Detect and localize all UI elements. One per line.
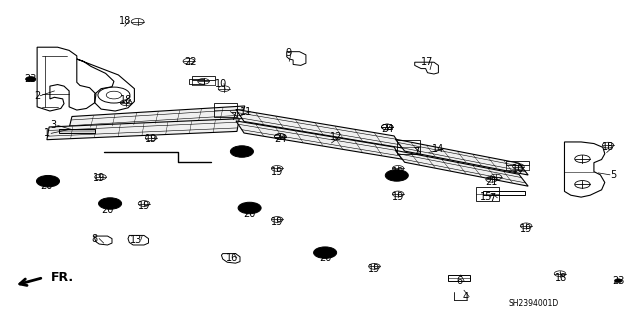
Text: 19: 19: [520, 224, 532, 234]
Text: 24: 24: [274, 134, 287, 144]
Text: SH2394001D: SH2394001D: [509, 299, 559, 308]
Circle shape: [390, 172, 403, 179]
Circle shape: [36, 175, 60, 187]
Text: 20: 20: [40, 181, 53, 191]
Circle shape: [394, 174, 399, 177]
Circle shape: [243, 205, 256, 211]
Text: 18: 18: [555, 272, 568, 283]
Text: 6: 6: [456, 276, 463, 286]
Text: FR.: FR.: [51, 271, 74, 284]
Circle shape: [230, 146, 253, 157]
Text: 7: 7: [490, 193, 496, 203]
Text: 15: 15: [480, 192, 493, 202]
Circle shape: [314, 247, 337, 258]
Polygon shape: [69, 106, 244, 129]
Text: 2: 2: [34, 91, 40, 101]
Circle shape: [42, 178, 54, 184]
Text: 20: 20: [243, 209, 256, 219]
Text: 23: 23: [612, 276, 625, 286]
Text: 7: 7: [230, 112, 237, 122]
Circle shape: [45, 180, 51, 182]
Text: 19: 19: [392, 167, 404, 177]
Text: 20: 20: [319, 253, 332, 263]
Polygon shape: [396, 139, 528, 175]
Text: 10: 10: [512, 164, 525, 174]
Text: 12: 12: [330, 132, 342, 142]
Polygon shape: [236, 121, 402, 159]
Circle shape: [385, 170, 408, 181]
Polygon shape: [59, 129, 95, 133]
Text: 11: 11: [240, 107, 253, 117]
Text: 19: 19: [145, 134, 157, 144]
Text: 24: 24: [381, 124, 394, 134]
Text: 17: 17: [421, 57, 434, 67]
Text: 10: 10: [214, 78, 227, 89]
Circle shape: [239, 150, 244, 153]
Text: 9: 9: [285, 48, 291, 58]
Text: 13: 13: [130, 235, 143, 245]
Circle shape: [108, 202, 113, 205]
Circle shape: [236, 148, 248, 155]
Text: 22: 22: [184, 57, 197, 67]
Text: 16: 16: [226, 253, 239, 263]
Text: 21: 21: [485, 177, 498, 188]
Text: 1: 1: [44, 128, 50, 138]
Text: 18: 18: [120, 94, 132, 105]
Text: 19: 19: [93, 173, 106, 183]
Polygon shape: [47, 119, 239, 140]
Circle shape: [99, 198, 122, 209]
Circle shape: [238, 202, 261, 214]
Circle shape: [614, 279, 622, 283]
Text: 4: 4: [462, 292, 468, 302]
Circle shape: [323, 251, 328, 254]
Text: 7: 7: [413, 147, 419, 158]
Text: 18: 18: [118, 16, 131, 26]
Polygon shape: [236, 109, 402, 148]
Text: 19: 19: [392, 192, 404, 202]
Text: 19: 19: [368, 263, 381, 274]
Text: 8: 8: [92, 234, 98, 244]
Polygon shape: [396, 150, 528, 186]
Text: 3: 3: [50, 120, 56, 130]
Text: 14: 14: [432, 144, 445, 154]
Text: 19: 19: [271, 167, 284, 177]
Text: 18: 18: [602, 142, 614, 152]
Circle shape: [247, 207, 252, 209]
Text: 23: 23: [24, 74, 37, 84]
Text: 19: 19: [271, 217, 284, 227]
Circle shape: [104, 200, 116, 207]
Text: 20: 20: [101, 205, 114, 215]
Text: 5: 5: [610, 170, 616, 180]
Text: 19: 19: [138, 201, 150, 211]
Circle shape: [26, 77, 36, 82]
Circle shape: [319, 249, 332, 256]
